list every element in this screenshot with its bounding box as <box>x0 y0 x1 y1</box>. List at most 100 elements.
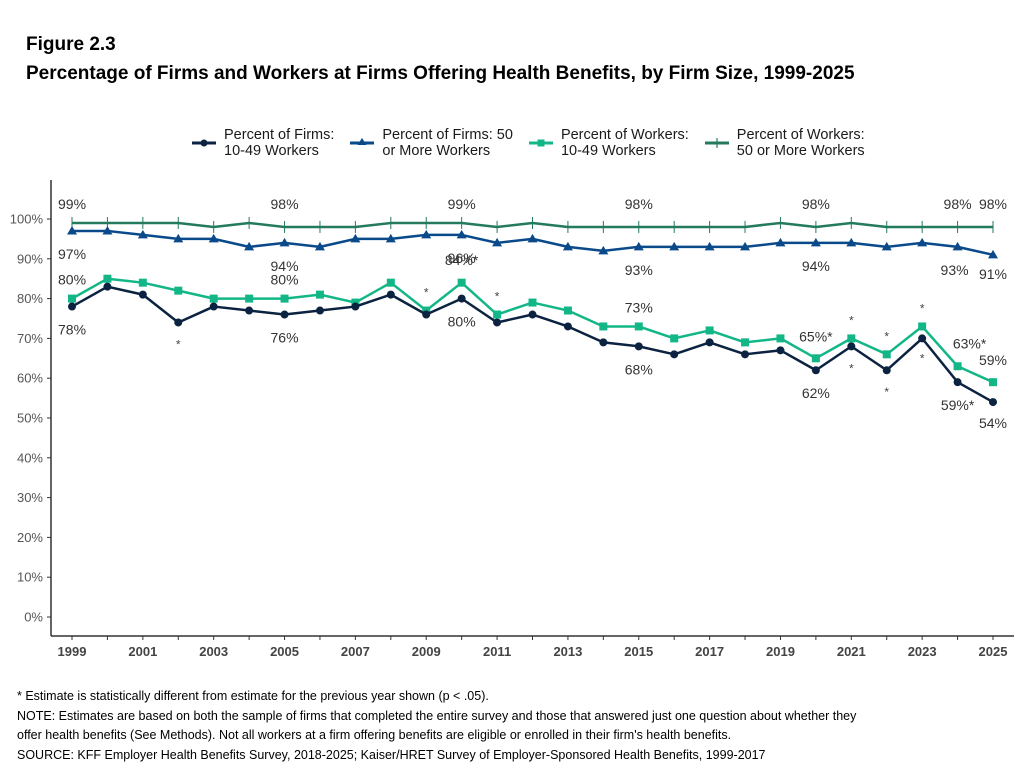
data-label: 99% <box>448 196 476 212</box>
data-label: 68% <box>625 361 653 377</box>
data-point-circle <box>847 342 856 351</box>
x-tick-label: 2019 <box>766 644 795 659</box>
data-point-square <box>705 326 714 335</box>
data-point-square <box>811 354 820 363</box>
legend-item-workers-large: Percent of Workers: 50 or More Workers <box>703 127 865 159</box>
data-point-triangle <box>421 229 432 239</box>
data-label: 76% <box>271 330 299 346</box>
data-point-square <box>280 294 289 303</box>
data-point-triangle <box>846 237 857 247</box>
data-label: 80% <box>58 272 86 288</box>
data-label: 59%* <box>941 397 975 413</box>
data-point-square <box>528 298 537 307</box>
data-point-triangle <box>633 241 644 251</box>
data-point-circle <box>386 290 395 299</box>
data-label: 97% <box>58 246 86 262</box>
x-tick-label: 2005 <box>270 644 299 659</box>
data-point-triangle <box>704 241 715 251</box>
x-tick-label: 2021 <box>837 644 866 659</box>
data-point-circle <box>989 398 997 407</box>
legend-square-marker-icon <box>528 139 553 147</box>
data-point-triangle <box>598 245 609 255</box>
data-point-triangle <box>314 241 325 251</box>
data-point-triangle <box>527 233 538 243</box>
data-point-circle <box>351 302 360 311</box>
data-point-triangle <box>775 237 786 247</box>
significance-marker: * <box>424 286 429 300</box>
y-tick-label: 80% <box>17 291 43 306</box>
data-label: 54% <box>979 415 1007 431</box>
data-point-triangle <box>67 225 77 235</box>
data-label: 80% <box>271 272 299 288</box>
data-point-square <box>918 322 927 331</box>
line-chart: 0% 10% 20% 30% 40% 50% 60% 70% 80% 90% 100% 1999 200… <box>10 180 1014 659</box>
y-tick-label: 60% <box>17 371 43 386</box>
data-point-circle <box>138 290 147 299</box>
source-note: SOURCE: KFF Employer Health Benefits Sur… <box>17 747 766 762</box>
data-point-triangle <box>917 237 928 247</box>
data-point-circle <box>670 350 679 359</box>
legend-triangle-marker-icon <box>350 138 375 145</box>
x-tick-label: 1999 <box>58 644 87 659</box>
data-point-circle <box>493 318 502 327</box>
data-point-square <box>68 294 76 303</box>
data-point-circle <box>776 346 785 355</box>
data-label: 94% <box>271 258 299 274</box>
data-point-circle <box>422 310 431 319</box>
data-label: 98% <box>979 196 1007 212</box>
legend-label: Percent of Workers: 10-49 Workers <box>560 127 689 159</box>
data-point-circle <box>68 302 76 311</box>
data-point-circle <box>280 310 289 319</box>
data-label: 59% <box>979 352 1007 368</box>
data-label: 98% <box>271 196 299 212</box>
data-point-triangle <box>173 233 184 243</box>
data-point-circle <box>528 310 537 319</box>
legend-item-firms-large: Percent of Firms: 50 or More Workers <box>348 127 513 159</box>
x-tick-label: 2015 <box>624 644 653 659</box>
data-point-square <box>670 334 679 343</box>
data-point-triangle <box>810 237 821 247</box>
data-point-triangle <box>385 233 396 243</box>
data-point-triangle <box>279 237 290 247</box>
legend-item-firms-small: Percent of Firms: 10-49 Workers <box>190 127 334 159</box>
data-point-square <box>882 350 891 359</box>
note-line-1: NOTE: Estimates are based on both the sa… <box>17 708 857 723</box>
data-label: 98% <box>802 196 830 212</box>
figure-label: Figure 2.3 <box>26 34 116 55</box>
data-label: 84%* <box>445 252 479 268</box>
data-point-triangle <box>952 241 963 251</box>
data-point-square <box>741 338 750 347</box>
data-point-triangle <box>102 225 113 235</box>
significance-marker: * <box>495 290 500 304</box>
data-point-square <box>953 362 962 371</box>
data-point-triangle <box>492 237 503 247</box>
data-point-circle <box>457 294 466 303</box>
series-line <box>71 277 994 384</box>
legend-label: Percent of Firms: 50 or More Workers <box>382 127 513 159</box>
x-tick-label: 2023 <box>908 644 937 659</box>
data-point-square <box>599 322 608 331</box>
significance-marker: * <box>920 351 925 365</box>
data-point-triangle <box>669 241 680 251</box>
data-point-square <box>847 334 856 343</box>
data-label: 91% <box>979 266 1007 282</box>
data-point-circle <box>953 378 962 387</box>
data-label: 65%* <box>799 328 833 344</box>
note-line-2: offer health benefits (See Methods). Not… <box>17 728 732 742</box>
significance-marker: * <box>849 313 854 327</box>
data-point-square <box>457 278 466 287</box>
data-point-square <box>634 322 643 331</box>
data-point-triangle <box>350 233 361 243</box>
data-label: 98% <box>944 196 972 212</box>
significance-marker: * <box>884 385 889 399</box>
data-label: 96% <box>448 250 476 266</box>
data-label: 98% <box>625 196 653 212</box>
data-point-circle <box>811 366 820 375</box>
data-label: 99% <box>58 196 86 212</box>
y-tick-label: 50% <box>17 411 43 426</box>
legend-item-workers-small: Percent of Workers: 10-49 Workers <box>527 127 689 159</box>
y-tick-label: 40% <box>17 450 43 465</box>
chart-legend: Percent of Firms: 10-49 Workers Percent … <box>190 127 879 159</box>
x-tick-label: 2017 <box>695 644 724 659</box>
data-label: 62% <box>802 385 830 401</box>
